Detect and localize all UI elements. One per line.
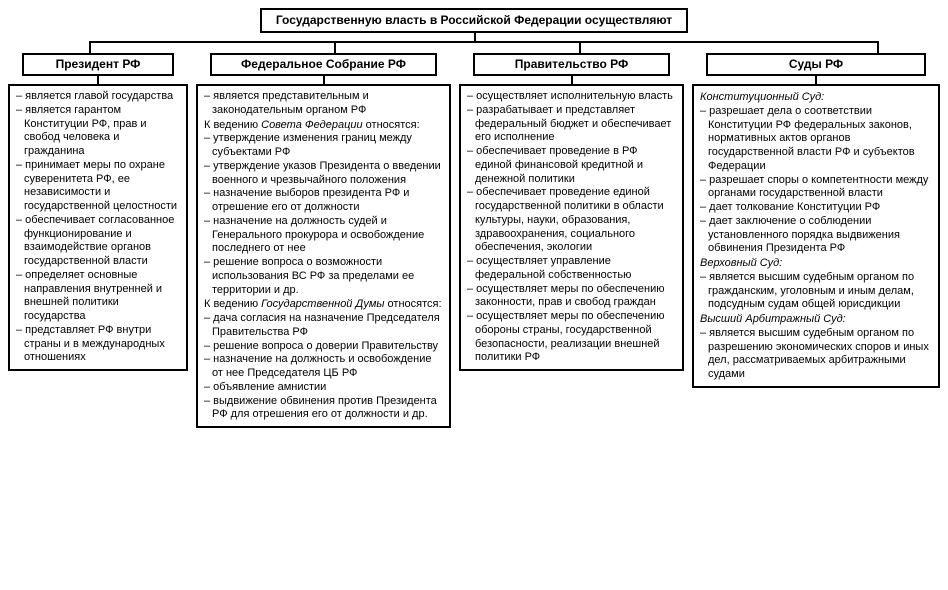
list-item: – осуществляет меры по обеспечению закон… [467,283,676,311]
list-item: – дает толкование Конституции РФ [700,201,932,215]
list-item: – объявление амнистии [204,381,443,395]
branch-connector [323,76,325,84]
branch-header: Правительство РФ [473,53,670,76]
list-item: – определяет основные направления внутре… [16,269,180,324]
list-item: – осуществляет управление федеральной со… [467,255,676,283]
list-item: – является высшим судебным органом по гр… [700,271,932,312]
branch-connector [815,76,817,84]
connector-area [14,33,934,53]
diagram-root: Государственную власть в Российской Феде… [8,8,940,428]
list-item: – принимает меры по охране суверенитета … [16,159,180,214]
list-item: – обеспечивает проведение в РФ единой фи… [467,145,676,186]
list-item: – решение вопроса о доверии Правительств… [204,340,443,354]
list-item: – разрешает дела о соответствии Конститу… [700,105,932,174]
list-item: – утверждение изменения границ между суб… [204,132,443,160]
branch-body: – является главой государства– является … [8,84,188,371]
list-item: Верховный Суд: [700,257,932,271]
list-item: – является гарантом Конституции РФ, прав… [16,104,180,159]
branch-header: Президент РФ [22,53,174,76]
branch-column: Суды РФ Конституционный Суд:– разрешает д… [692,53,940,428]
branch-column: Правительство РФ – осуществляет исполните… [459,53,684,428]
list-item: – представляет РФ внутри страны и в межд… [16,324,180,365]
list-item: – назначение выборов президента РФ и отр… [204,187,443,215]
list-item: Конституционный Суд: [700,91,932,105]
list-item: – дача согласия на назначение Председате… [204,312,443,340]
branch-body: Конституционный Суд:– разрешает дела о с… [692,84,940,388]
branch-connector [571,76,573,84]
branch-header: Суды РФ [706,53,926,76]
list-item: К ведению Государственной Думы относятся… [204,298,443,312]
list-item: – является главой государства [16,90,180,104]
branch-header: Федеральное Собрание РФ [210,53,437,76]
list-item: – осуществляет меры по обеспечению оборо… [467,310,676,365]
list-item: – дает заключение о соблюдении установле… [700,215,932,256]
branch-connector [97,76,99,84]
list-item: – обеспечивает проведение единой государ… [467,186,676,255]
list-item: – утверждение указов Президента о введен… [204,160,443,188]
list-item: – назначение на должность и освобождение… [204,353,443,381]
list-item: – выдвижение обвинения против Президента… [204,395,443,423]
list-item: Высший Арбитражный Суд: [700,313,932,327]
branch-body: – осуществляет исполнительную власть– ра… [459,84,684,371]
list-item: – обеспечивает согласованное функциониро… [16,214,180,269]
branch-body: – является представительным и законодате… [196,84,451,428]
list-item: – является высшим судебным органом по ра… [700,327,932,382]
branch-column: Президент РФ – является главой государств… [8,53,188,428]
columns-container: Президент РФ – является главой государств… [8,53,940,428]
list-item: – разрабатывает и представляет федеральн… [467,104,676,145]
diagram-title: Государственную власть в Российской Феде… [260,8,688,33]
list-item: – разрешает споры о компетентности между… [700,174,932,202]
list-item: – решение вопроса о возможности использо… [204,256,443,297]
list-item: К ведению Совета Федерации относятся: [204,119,443,133]
list-item: – осуществляет исполнительную власть [467,90,676,104]
list-item: – назначение на должность судей и Генера… [204,215,443,256]
branch-column: Федеральное Собрание РФ – является предст… [196,53,451,428]
list-item: – является представительным и законодате… [204,90,443,118]
